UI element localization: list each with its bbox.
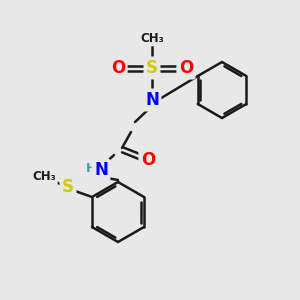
Text: N: N [145,91,159,109]
Text: S: S [62,178,74,196]
Text: N: N [94,161,108,179]
Text: CH₃: CH₃ [32,170,56,184]
Text: H: H [86,163,96,176]
Text: O: O [179,59,193,77]
Text: CH₃: CH₃ [140,32,164,44]
Text: S: S [146,59,158,77]
Text: O: O [111,59,125,77]
Text: O: O [141,151,155,169]
